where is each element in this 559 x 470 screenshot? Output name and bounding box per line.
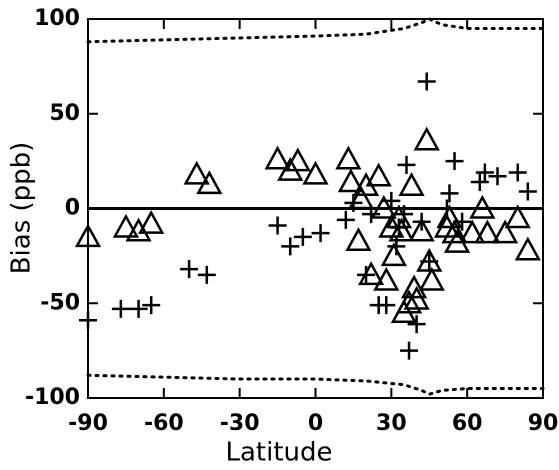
plus-point <box>412 212 431 231</box>
y-tick-label: -100 <box>25 385 80 410</box>
plus-point <box>382 191 401 210</box>
x-tick-label: -60 <box>144 411 184 436</box>
plus-point <box>377 296 396 315</box>
plus-point <box>129 299 148 318</box>
plus-point <box>397 155 416 174</box>
x-tick-label: 30 <box>376 411 407 436</box>
plus-point <box>111 299 130 318</box>
triangle-point <box>112 213 140 238</box>
x-tick-label: 0 <box>308 411 323 436</box>
x-tick-label: -30 <box>220 411 260 436</box>
triangle-point <box>491 219 519 244</box>
triangle-point <box>373 266 400 291</box>
triangle-point <box>347 185 375 210</box>
triangle-point <box>441 219 468 244</box>
y-axis-title: Bias (ppb) <box>7 142 37 275</box>
triangle-point <box>302 160 329 185</box>
plus-point <box>268 216 287 235</box>
y-tick-label: -50 <box>40 290 80 315</box>
plus-point <box>470 172 489 191</box>
plus-point <box>488 167 507 186</box>
plus-point <box>475 163 494 182</box>
x-axis-title: Latitude <box>225 438 332 467</box>
triangle-point <box>138 210 165 234</box>
plus-point <box>508 163 527 182</box>
triangle-point <box>196 170 223 195</box>
triangle-point <box>284 147 311 172</box>
triangle-point <box>388 217 415 242</box>
plus-point <box>420 252 439 271</box>
y-tick-label: 0 <box>65 196 80 221</box>
triangle-point <box>345 227 372 251</box>
plus-point <box>311 224 330 243</box>
triangle-point <box>413 126 440 151</box>
plus-point <box>293 227 312 246</box>
triangle-point <box>370 194 397 219</box>
triangle-point <box>365 162 392 187</box>
triangle-point <box>418 266 445 291</box>
x-tick-label: 90 <box>528 411 559 436</box>
plus-point <box>417 72 436 91</box>
triangle-point <box>408 217 435 242</box>
triangle-point <box>398 172 425 197</box>
triangle-point <box>403 285 430 310</box>
plus-point <box>453 212 472 231</box>
plus-point <box>79 311 97 330</box>
x-tick-label: -90 <box>68 411 108 436</box>
triangle-point <box>400 274 428 299</box>
plus-point <box>357 265 376 284</box>
y-tick-label: 100 <box>34 6 80 31</box>
triangle-point <box>264 145 291 170</box>
plus-point <box>445 152 464 171</box>
plus-point <box>400 341 419 360</box>
plus-point <box>394 205 413 224</box>
plus-point <box>180 260 199 279</box>
triangle-point <box>74 223 102 248</box>
y-tick-label: 50 <box>49 101 80 126</box>
plus-point <box>440 184 459 203</box>
plus-point <box>407 315 426 334</box>
plus-point <box>387 237 406 256</box>
triangle-point <box>125 217 152 242</box>
triangle-point <box>337 168 365 193</box>
x-tick-label: 60 <box>452 411 483 436</box>
plus-point <box>389 218 408 237</box>
plus-point <box>437 199 456 218</box>
plus-point <box>362 205 381 224</box>
triangle-point <box>335 145 362 170</box>
triangle-point <box>380 242 407 267</box>
plus-point <box>142 296 161 315</box>
triangle-point <box>183 160 210 185</box>
plus-point <box>518 182 537 201</box>
triangle-point <box>469 194 496 219</box>
plus-point <box>281 237 300 256</box>
triangle-point <box>514 236 541 261</box>
plus-point <box>336 210 355 229</box>
triangle-point <box>436 204 463 229</box>
triangle-point <box>459 219 486 244</box>
plus-point <box>344 193 363 212</box>
triangle-point <box>504 204 531 229</box>
plus-point <box>197 265 216 284</box>
triangle-point <box>395 289 423 314</box>
triangle-point <box>474 219 501 244</box>
